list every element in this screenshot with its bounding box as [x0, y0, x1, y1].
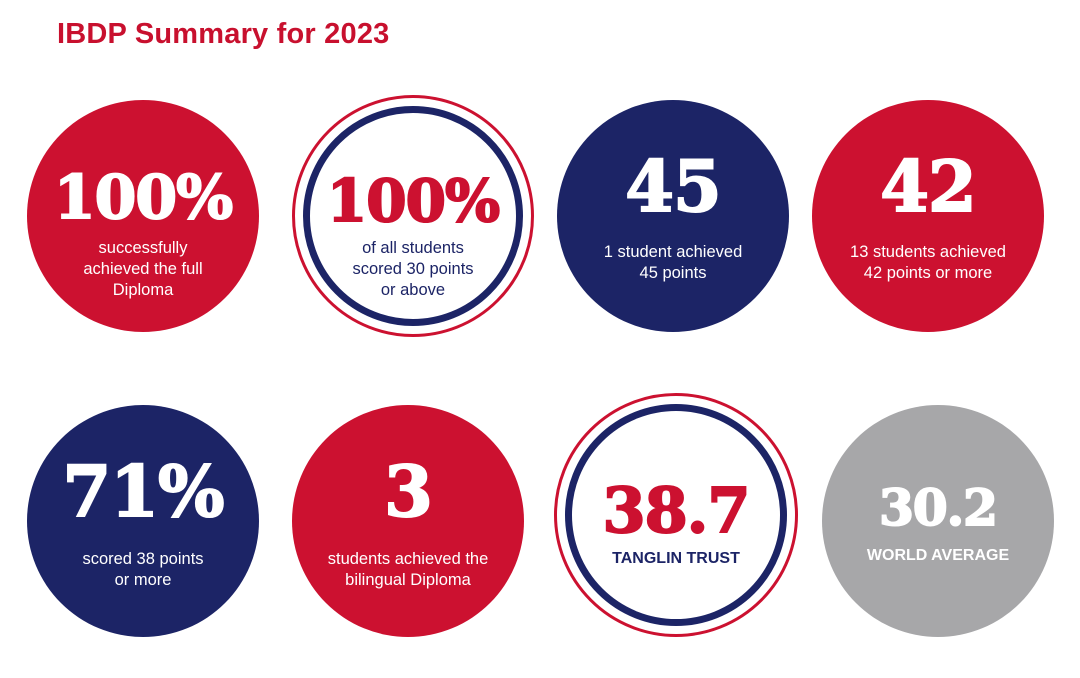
- stat-label: TANGLIN TRUST: [612, 550, 740, 567]
- stat-value: 42: [879, 145, 977, 228]
- stat-38-points: 71% scored 38 points or more: [27, 405, 259, 637]
- stat-description-line: or above: [380, 281, 446, 299]
- stat-description-line: achieved the full: [83, 260, 203, 278]
- stat-world-average: 30.2 WORLD AVERAGE: [822, 405, 1054, 637]
- stat-value: 30.2: [878, 478, 999, 537]
- stat-value: 100%: [53, 163, 234, 233]
- stat-value: 38.7: [601, 474, 751, 547]
- stat-45-points: 45 1 student achieved 45 points: [557, 100, 789, 332]
- stat-description: 13 students achieved 42 points or more: [850, 242, 1006, 284]
- stat-description: scored 38 points or more: [82, 549, 203, 591]
- stat-description-line: scored 30 points: [352, 260, 474, 278]
- stat-description: students achieved the bilingual Diploma: [328, 549, 489, 591]
- page-title: IBDP Summary for 2023: [57, 18, 390, 50]
- stat-value: 100%: [326, 167, 501, 235]
- stat-value: 3: [383, 450, 434, 533]
- stat-value: 45: [624, 145, 722, 228]
- stat-bilingual-diploma: 3 students achieved the bilingual Diplom…: [292, 405, 524, 637]
- stat-tanglin-average: 38.7 TANGLIN TRUST: [554, 393, 798, 637]
- stat-description-line: successfully: [98, 239, 188, 257]
- stat-description-line: 42 points or more: [863, 264, 993, 282]
- stat-description-line: 1 student achieved: [603, 243, 743, 261]
- stat-description: 1 student achieved 45 points: [604, 242, 743, 284]
- stat-label: WORLD AVERAGE: [866, 547, 1010, 564]
- stat-description-line: students achieved the: [327, 550, 489, 568]
- stat-description-line: or more: [114, 571, 172, 589]
- stat-description-line: Diploma: [112, 281, 174, 299]
- stat-description-line: 45 points: [639, 264, 707, 282]
- stat-description-line: of all students: [362, 239, 464, 257]
- stat-value: 71%: [62, 450, 226, 533]
- stat-description: of all students scored 30 points or abov…: [352, 238, 473, 301]
- stat-full-diploma: 100% successfully achieved the full Dipl…: [27, 100, 259, 332]
- stat-description-line: 13 students achieved: [850, 243, 1006, 261]
- stat-42-points: 42 13 students achieved 42 points or mor…: [812, 100, 1044, 332]
- stat-30-points: 100% of all students scored 30 points or…: [292, 95, 534, 337]
- stat-description-line: scored 38 points: [82, 550, 204, 568]
- stat-description-line: bilingual Diploma: [345, 571, 471, 589]
- stat-description: successfully achieved the full Diploma: [83, 238, 202, 301]
